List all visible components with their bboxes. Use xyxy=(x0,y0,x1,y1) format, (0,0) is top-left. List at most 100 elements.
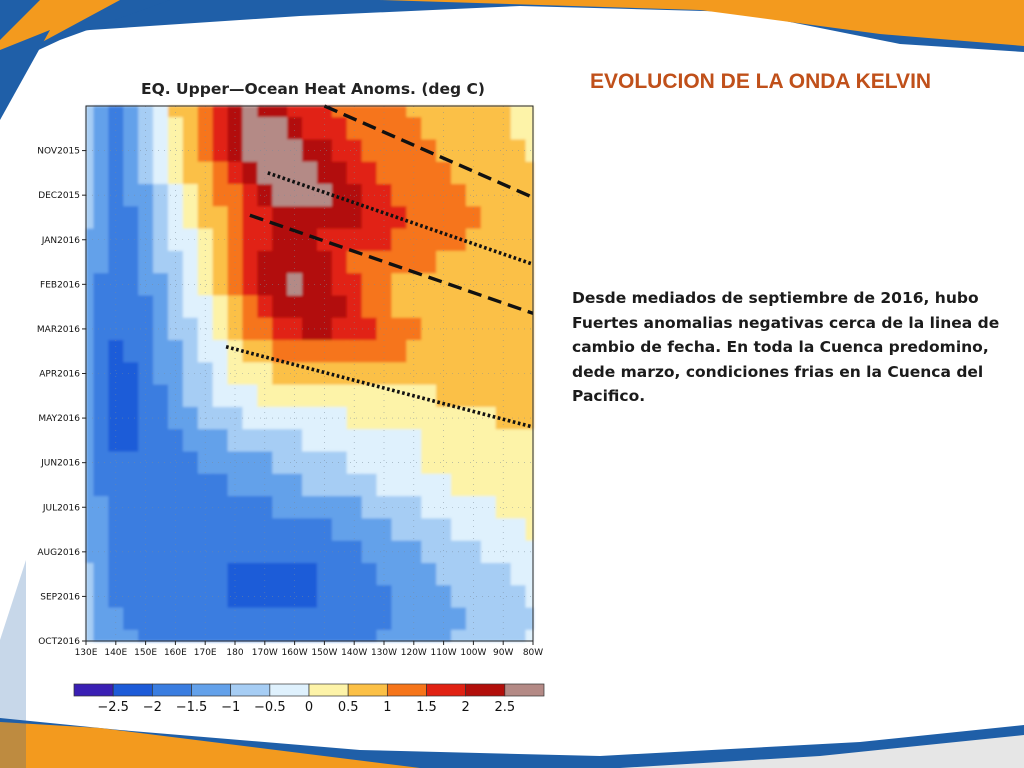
heatmap-cell xyxy=(123,562,139,586)
heatmap-cell xyxy=(302,295,318,319)
colorbar-swatch xyxy=(465,683,506,697)
heatmap-cell xyxy=(302,273,318,297)
heatmap-cell xyxy=(212,629,229,642)
x-axis-ticks: 130E 140E 150E 160E 170E 180 170W 160W 150W 140W 1… xyxy=(75,641,543,658)
heatmap-cell xyxy=(451,429,467,453)
heatmap-cell xyxy=(197,295,214,319)
heatmap-cell xyxy=(406,607,422,631)
heatmap-cell xyxy=(391,228,407,252)
heatmap-cell xyxy=(153,206,169,230)
heatmap-cell xyxy=(287,117,303,141)
heatmap-cell xyxy=(123,429,139,453)
heatmap-cell xyxy=(212,250,229,274)
heatmap-cell xyxy=(316,540,333,564)
heatmap-cell xyxy=(257,106,273,118)
x-tick-label: 130W xyxy=(371,648,397,658)
heatmap-cell xyxy=(391,273,407,297)
heatmap-cell xyxy=(93,139,109,163)
heatmap-cell xyxy=(346,340,363,363)
heatmap-cell xyxy=(138,139,154,163)
heatmap-cell xyxy=(138,607,154,631)
heatmap-cell xyxy=(242,406,258,430)
heatmap-cell xyxy=(108,629,124,642)
heatmap-cell xyxy=(272,585,288,609)
heatmap-cell xyxy=(153,585,169,609)
heatmap-cell xyxy=(272,518,288,542)
heatmap-cell xyxy=(86,184,95,207)
heatmap-cell xyxy=(93,295,109,319)
heatmap-cell xyxy=(93,273,109,297)
heatmap-cell xyxy=(287,106,303,118)
y-tick-label: SEP2016 xyxy=(40,592,80,602)
heatmap-cell xyxy=(242,250,258,274)
heatmap-cell xyxy=(346,139,363,163)
heatmap-cell xyxy=(138,273,154,297)
heatmap-cell xyxy=(406,295,422,319)
heatmap-cell xyxy=(272,384,288,408)
heatmap-cell xyxy=(361,340,378,363)
heatmap-cell xyxy=(287,340,303,363)
y-tick-label: APR2016 xyxy=(39,370,80,380)
heatmap-cell xyxy=(421,295,437,319)
heatmap-cell xyxy=(361,161,378,185)
heatmap-cell xyxy=(212,139,229,163)
heatmap-cell xyxy=(182,562,199,586)
heatmap-cell xyxy=(302,562,318,586)
heatmap-cell xyxy=(510,384,527,408)
heatmap-cell xyxy=(376,629,393,642)
heatmap-cell xyxy=(346,607,363,631)
heatmap-cell xyxy=(421,161,437,185)
heatmap-cell xyxy=(197,273,214,297)
heatmap-cell xyxy=(182,540,199,564)
heatmap-cell xyxy=(361,562,378,586)
heatmap-cell xyxy=(93,473,109,497)
heatmap-cell xyxy=(525,562,534,586)
heatmap-cell xyxy=(525,206,534,230)
heatmap-cell xyxy=(361,362,378,386)
heatmap-cell xyxy=(391,117,407,141)
heatmap-cell xyxy=(465,518,482,542)
heatmap-cell xyxy=(436,295,452,319)
heatmap-cell xyxy=(93,161,109,185)
heatmap-cell xyxy=(167,273,184,297)
heatmap-cell xyxy=(242,295,258,319)
heatmap-cell xyxy=(227,184,244,207)
heatmap-cell xyxy=(316,295,333,319)
heatmap-cell xyxy=(436,607,452,631)
heatmap-cell xyxy=(123,161,139,185)
heatmap-cell xyxy=(153,184,169,207)
heatmap-cell xyxy=(197,540,214,564)
heatmap-cell xyxy=(465,585,482,609)
y-axis-ticks: NOV2015 DEC2015 JAN2016 FEB2016 MAR2016 APR20… xyxy=(37,147,86,647)
heatmap-cell xyxy=(93,206,109,230)
heatmap-cell xyxy=(212,117,229,141)
heatmap-cell xyxy=(406,250,422,274)
heatmap-cell xyxy=(302,473,318,497)
heatmap-cell xyxy=(451,473,467,497)
heatmap-cell xyxy=(242,540,258,564)
heatmap-cell xyxy=(182,295,199,319)
heatmap-cell xyxy=(436,228,452,252)
heatmap-cell xyxy=(287,496,303,519)
heatmap-cell xyxy=(406,406,422,430)
heatmap-cell xyxy=(182,273,199,297)
heatmap-cell xyxy=(257,317,273,341)
heatmap-cell xyxy=(212,161,229,185)
heatmap-cell xyxy=(361,384,378,408)
heatmap-cell xyxy=(495,161,512,185)
colorbar-tick-label: 2.5 xyxy=(494,700,515,715)
heatmap-cell xyxy=(272,496,288,519)
heatmap-cell xyxy=(525,340,534,363)
heatmap-cell xyxy=(123,384,139,408)
heatmap-cell xyxy=(138,228,154,252)
heatmap-cell xyxy=(197,117,214,141)
heatmap-cell xyxy=(331,607,348,631)
heatmap-cell xyxy=(93,429,109,453)
heatmap-cell xyxy=(287,184,303,207)
heatmap-cell xyxy=(153,384,169,408)
heatmap-cell xyxy=(495,429,512,453)
heatmap-cell xyxy=(495,362,512,386)
heatmap-cell xyxy=(316,139,333,163)
heatmap-cell xyxy=(138,184,154,207)
